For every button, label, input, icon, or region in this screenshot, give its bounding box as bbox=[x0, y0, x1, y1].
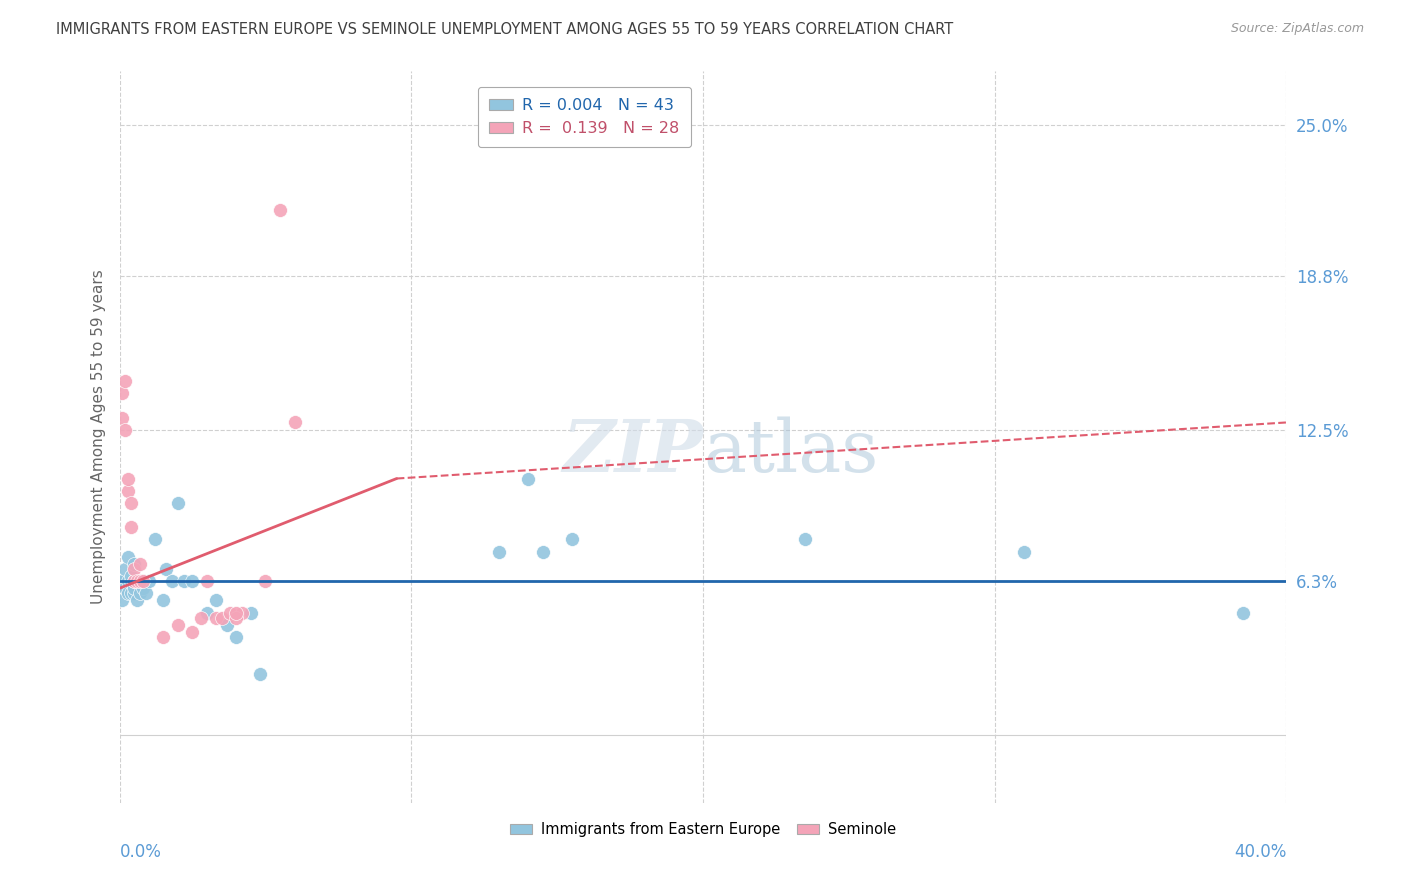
Point bbox=[111, 574, 134, 588]
Point bbox=[117, 483, 139, 498]
Point bbox=[211, 610, 233, 624]
Point bbox=[122, 574, 145, 588]
Point bbox=[117, 471, 139, 485]
Point bbox=[488, 544, 510, 558]
Point bbox=[122, 562, 145, 576]
Point bbox=[132, 581, 155, 595]
Point bbox=[114, 562, 136, 576]
Point bbox=[225, 630, 247, 644]
Text: Source: ZipAtlas.com: Source: ZipAtlas.com bbox=[1230, 22, 1364, 36]
Point bbox=[204, 610, 226, 624]
Point bbox=[114, 423, 136, 437]
Point bbox=[120, 520, 142, 534]
Point bbox=[122, 557, 145, 571]
Point bbox=[111, 574, 134, 588]
Point bbox=[120, 569, 142, 583]
Point bbox=[122, 574, 145, 588]
Point bbox=[152, 593, 174, 607]
Text: atlas: atlas bbox=[703, 417, 879, 487]
Text: IMMIGRANTS FROM EASTERN EUROPE VS SEMINOLE UNEMPLOYMENT AMONG AGES 55 TO 59 YEAR: IMMIGRANTS FROM EASTERN EUROPE VS SEMINO… bbox=[56, 22, 953, 37]
Point bbox=[1012, 544, 1035, 558]
Text: 40.0%: 40.0% bbox=[1234, 843, 1286, 861]
Point bbox=[166, 496, 188, 510]
Point bbox=[794, 533, 817, 547]
Point bbox=[1232, 606, 1254, 620]
Point bbox=[143, 533, 166, 547]
Point bbox=[269, 203, 291, 218]
Point bbox=[138, 574, 160, 588]
Point bbox=[129, 557, 152, 571]
Point bbox=[225, 610, 247, 624]
Point bbox=[217, 617, 239, 632]
Point bbox=[132, 574, 155, 588]
Point bbox=[195, 606, 218, 620]
Point bbox=[114, 581, 136, 595]
Point bbox=[249, 666, 271, 681]
Point bbox=[225, 606, 247, 620]
Point bbox=[195, 574, 218, 588]
Legend: Immigrants from Eastern Europe, Seminole: Immigrants from Eastern Europe, Seminole bbox=[505, 816, 901, 843]
Point bbox=[122, 586, 145, 600]
Point bbox=[190, 610, 212, 624]
Point bbox=[125, 593, 148, 607]
Point bbox=[181, 574, 204, 588]
Point bbox=[135, 586, 157, 600]
Point bbox=[117, 549, 139, 564]
Point bbox=[129, 574, 152, 588]
Point bbox=[173, 574, 195, 588]
Point bbox=[181, 625, 204, 640]
Point bbox=[117, 586, 139, 600]
Point bbox=[155, 562, 177, 576]
Point bbox=[531, 544, 554, 558]
Point bbox=[231, 606, 253, 620]
Point bbox=[132, 574, 155, 588]
Point bbox=[129, 586, 152, 600]
Point bbox=[254, 574, 277, 588]
Point bbox=[114, 374, 136, 388]
Text: ZIP: ZIP bbox=[562, 417, 703, 487]
Point bbox=[517, 471, 540, 485]
Point bbox=[122, 581, 145, 595]
Point bbox=[117, 574, 139, 588]
Point bbox=[561, 533, 583, 547]
Point bbox=[283, 416, 307, 430]
Y-axis label: Unemployment Among Ages 55 to 59 years: Unemployment Among Ages 55 to 59 years bbox=[90, 269, 105, 605]
Point bbox=[120, 574, 142, 588]
Point bbox=[129, 574, 152, 588]
Text: 0.0%: 0.0% bbox=[120, 843, 162, 861]
Point bbox=[239, 606, 262, 620]
Point bbox=[152, 630, 174, 644]
Point bbox=[111, 410, 134, 425]
Point bbox=[125, 574, 148, 588]
Point bbox=[125, 574, 148, 588]
Point bbox=[219, 606, 242, 620]
Point bbox=[160, 574, 183, 588]
Point bbox=[204, 593, 226, 607]
Point bbox=[166, 617, 188, 632]
Point bbox=[111, 386, 134, 401]
Point bbox=[111, 593, 134, 607]
Point bbox=[120, 496, 142, 510]
Point bbox=[120, 586, 142, 600]
